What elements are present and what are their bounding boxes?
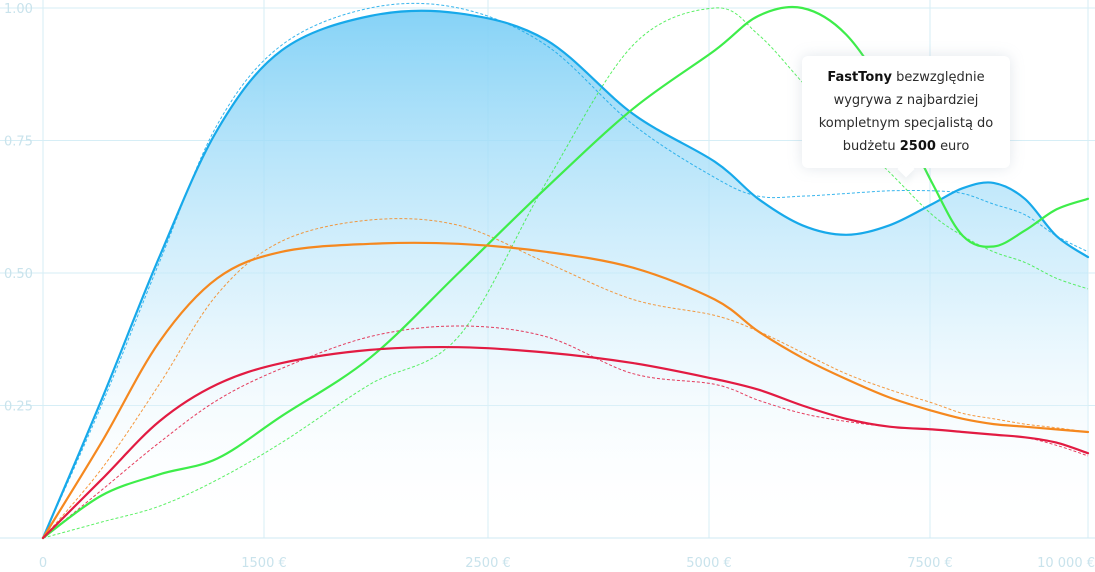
annotation-body: bezwzględnie wygrywa z najbardziej kompl… xyxy=(818,70,994,154)
x-tick-label-0: 0 xyxy=(39,556,47,571)
x-axis-labels: 0 1500 € 2500 € 5000 € 7500 € 10 000 € xyxy=(39,556,1095,571)
annotation-text: FastTony bezwzględnie wygrywa z najbardz… xyxy=(802,66,1010,158)
x-tick-label-1: 1500 € xyxy=(241,556,287,571)
annotation-unit: euro xyxy=(940,139,970,154)
trend-line-2 xyxy=(42,218,1089,539)
series-line-1 xyxy=(41,5,1090,540)
series-lines xyxy=(41,5,1090,540)
y-axis-labels: 1.00 0.75 0.50 0.25 xyxy=(4,2,33,415)
y-tick-label-3: 0.25 xyxy=(4,400,33,415)
x-tick-label-4: 7500 € xyxy=(907,556,953,571)
series-line-3 xyxy=(41,345,1090,540)
x-tick-label-2: 2500 € xyxy=(465,556,511,571)
y-tick-label-0: 1.00 xyxy=(4,2,33,17)
series-line-0 xyxy=(41,9,1090,540)
trend-line-1 xyxy=(42,7,1089,539)
area-fills xyxy=(43,10,1088,539)
annotation-callout: FastTony bezwzględnie wygrywa z najbardz… xyxy=(802,56,1010,168)
x-tick-label-5: 10 000 € xyxy=(1037,556,1095,571)
series-line-2 xyxy=(41,241,1090,540)
annotation-brand: FastTony xyxy=(827,70,892,85)
y-tick-label-2: 0.50 xyxy=(4,267,33,282)
annotation-value: 2500 xyxy=(899,139,936,154)
series-area-0 xyxy=(43,10,1088,539)
y-tick-label-1: 0.75 xyxy=(4,135,33,150)
x-tick-label-3: 5000 € xyxy=(686,556,732,571)
